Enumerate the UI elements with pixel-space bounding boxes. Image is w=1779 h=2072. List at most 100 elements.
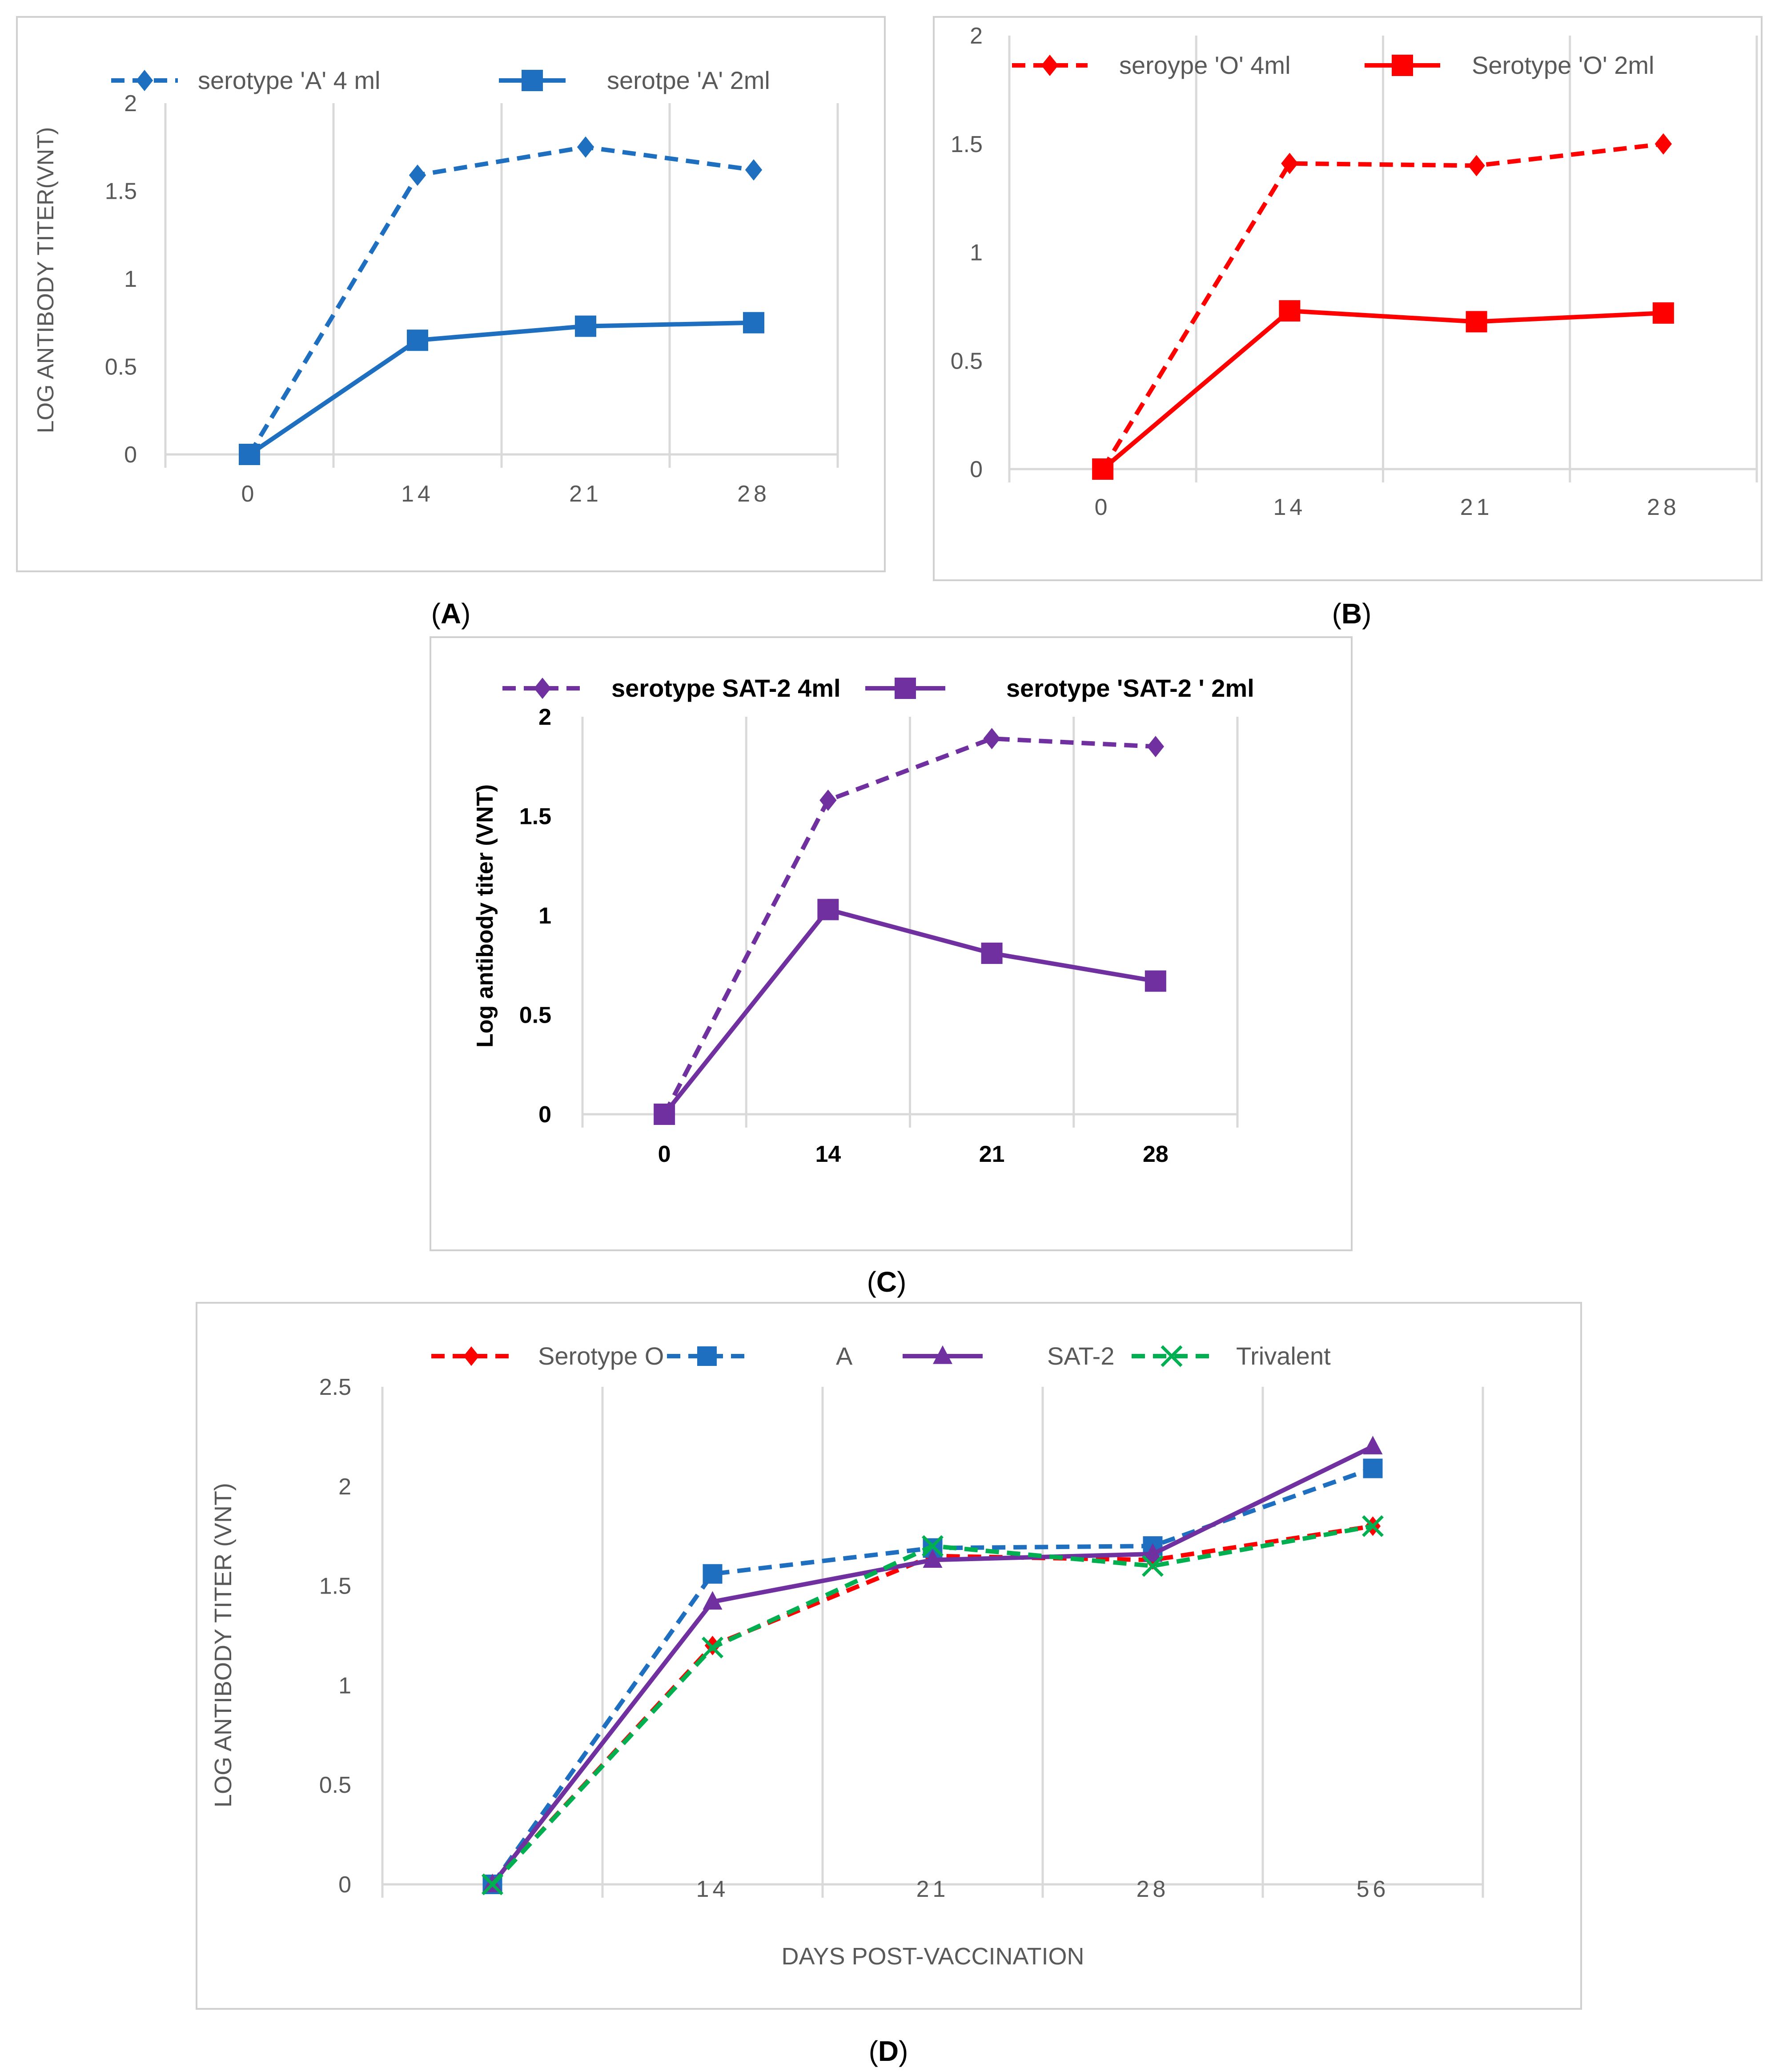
data-point bbox=[981, 942, 1003, 964]
y-tick-label: 1 bbox=[124, 266, 137, 292]
legend-item: A bbox=[667, 1342, 853, 1370]
chart-c: 0 0.5 1 1.5 2 0 14 21 28 Log antibody titer (VNT)… bbox=[430, 636, 1353, 1251]
data-point bbox=[817, 899, 839, 920]
x-tick-label: 28 bbox=[1647, 494, 1680, 520]
data-point bbox=[745, 159, 763, 181]
data-point bbox=[239, 444, 260, 465]
x-tick-label: 28 bbox=[1143, 1141, 1169, 1167]
legend-marker bbox=[534, 678, 551, 699]
x-tick-label: 56 bbox=[1357, 1876, 1389, 1902]
legend-label: serotype SAT-2 4ml bbox=[611, 674, 841, 702]
caption-paren-open: ( bbox=[867, 1266, 876, 1298]
data-point bbox=[1143, 1543, 1163, 1562]
data-point bbox=[983, 728, 1000, 750]
legend-label: serotype 'SAT-2 ' 2ml bbox=[1006, 674, 1254, 702]
data-point bbox=[1281, 153, 1298, 174]
legend-marker bbox=[463, 1346, 479, 1366]
series-line bbox=[247, 145, 754, 456]
legend-label: A bbox=[836, 1342, 853, 1370]
chart-a: 0 0.5 1 1.5 2 0 14 21 28 LOG ANTIBODY TITER(VNT) s… bbox=[16, 16, 886, 572]
y-tick-label: 0.5 bbox=[951, 348, 983, 374]
legend-label: serotype 'A' 4 ml bbox=[198, 66, 380, 94]
legend-item: Serotype O bbox=[431, 1342, 664, 1370]
chart-frame bbox=[196, 1302, 1582, 2010]
legend-label: SAT-2 bbox=[1047, 1342, 1114, 1370]
data-point bbox=[1279, 300, 1301, 322]
data-point bbox=[1147, 736, 1165, 758]
series-line bbox=[662, 736, 1156, 1116]
data-point bbox=[409, 164, 426, 186]
chart-frame bbox=[430, 636, 1353, 1251]
data-point bbox=[1466, 311, 1487, 333]
data-point bbox=[1092, 458, 1114, 480]
caption-letter: C bbox=[876, 1266, 897, 1298]
caption-letter: B bbox=[1341, 598, 1362, 630]
data-point bbox=[1363, 1458, 1383, 1478]
data-point bbox=[482, 1873, 503, 1895]
data-point bbox=[654, 1104, 675, 1125]
caption-paren-open: ( bbox=[431, 598, 441, 630]
x-tick-label: 14 bbox=[815, 1141, 841, 1167]
series-line bbox=[1100, 141, 1664, 470]
legend-marker bbox=[136, 70, 153, 91]
y-axis-title: Log antibody titer (VNT) bbox=[472, 784, 498, 1048]
x-tick-label: 0 bbox=[658, 1141, 671, 1167]
data-point bbox=[703, 1564, 723, 1584]
data-point bbox=[743, 312, 764, 333]
x-tick-label: 14 bbox=[696, 1876, 729, 1902]
data-point bbox=[819, 789, 837, 811]
chart-d: 0 0.5 1 1.5 2 2.5 14 21 28 56 LOG ANTIBODY TITER (… bbox=[196, 1302, 1582, 2010]
caption-paren-close: ) bbox=[899, 2035, 908, 2067]
legend-marker bbox=[933, 1345, 952, 1364]
legend-marker bbox=[1041, 55, 1059, 76]
legend-label: Serotype 'O' 2ml bbox=[1472, 51, 1654, 79]
y-tick-label: 2 bbox=[338, 1474, 351, 1500]
x-tick-label: 28 bbox=[737, 481, 770, 507]
y-tick-label: 1 bbox=[338, 1673, 351, 1699]
data-point bbox=[703, 1591, 723, 1610]
caption-letter: A bbox=[441, 598, 461, 630]
y-tick-label: 1.5 bbox=[951, 132, 983, 157]
y-tick-label: 1 bbox=[970, 240, 983, 266]
y-tick-label: 1.5 bbox=[319, 1574, 351, 1599]
panel-caption: (C) bbox=[867, 1266, 907, 1298]
x-tick-label: 21 bbox=[1460, 494, 1493, 520]
caption-letter: D bbox=[878, 2035, 899, 2067]
data-point bbox=[1145, 970, 1166, 992]
caption-paren-close: ) bbox=[461, 598, 470, 630]
panel-caption: (B) bbox=[1332, 598, 1372, 630]
legend-marker bbox=[522, 70, 543, 91]
x-axis-title: DAYS POST-VACCINATION bbox=[781, 1943, 1084, 1970]
legend-item: seroype 'O' 4ml bbox=[1012, 51, 1291, 79]
data-point bbox=[1655, 133, 1672, 155]
y-tick-label: 0.5 bbox=[519, 1003, 551, 1028]
legend-marker bbox=[1392, 55, 1413, 76]
legend-item: serotype 'A' 4 ml bbox=[111, 66, 380, 94]
data-point bbox=[922, 1535, 944, 1557]
legend-item: serotype SAT-2 4ml bbox=[502, 674, 841, 702]
y-tick-label: 0 bbox=[124, 442, 137, 468]
y-axis-title: LOG ANTIBODY TITER(VNT) bbox=[33, 127, 59, 434]
legend-label: Serotype O bbox=[538, 1342, 664, 1370]
series-2 bbox=[239, 312, 764, 465]
series-line bbox=[662, 907, 1158, 1116]
data-point bbox=[1363, 1436, 1383, 1454]
legend-item: serotype 'SAT-2 ' 2ml bbox=[865, 674, 1254, 702]
y-tick-label: 1.5 bbox=[105, 179, 137, 205]
chart-frame bbox=[933, 16, 1763, 581]
y-tick-label: 2 bbox=[970, 23, 983, 49]
x-tick-label: 21 bbox=[916, 1876, 949, 1902]
data-point bbox=[575, 315, 596, 337]
series-line bbox=[1100, 309, 1666, 471]
chart-frame bbox=[16, 16, 886, 572]
caption-paren-close: ) bbox=[897, 1266, 906, 1298]
x-tick-label: 21 bbox=[569, 481, 602, 507]
chart-b: 0 0.5 1 1.5 2 0 14 21 28 seroype 'O' 4ml Serotype … bbox=[933, 16, 1763, 581]
caption-paren-open: ( bbox=[869, 2035, 878, 2067]
x-tick-label: 14 bbox=[401, 481, 434, 507]
x-tick-label: 0 bbox=[1095, 494, 1111, 520]
legend-item: Serotype 'O' 2ml bbox=[1365, 51, 1654, 79]
legend-marker bbox=[1161, 1345, 1183, 1367]
y-tick-label: 0 bbox=[338, 1872, 351, 1898]
